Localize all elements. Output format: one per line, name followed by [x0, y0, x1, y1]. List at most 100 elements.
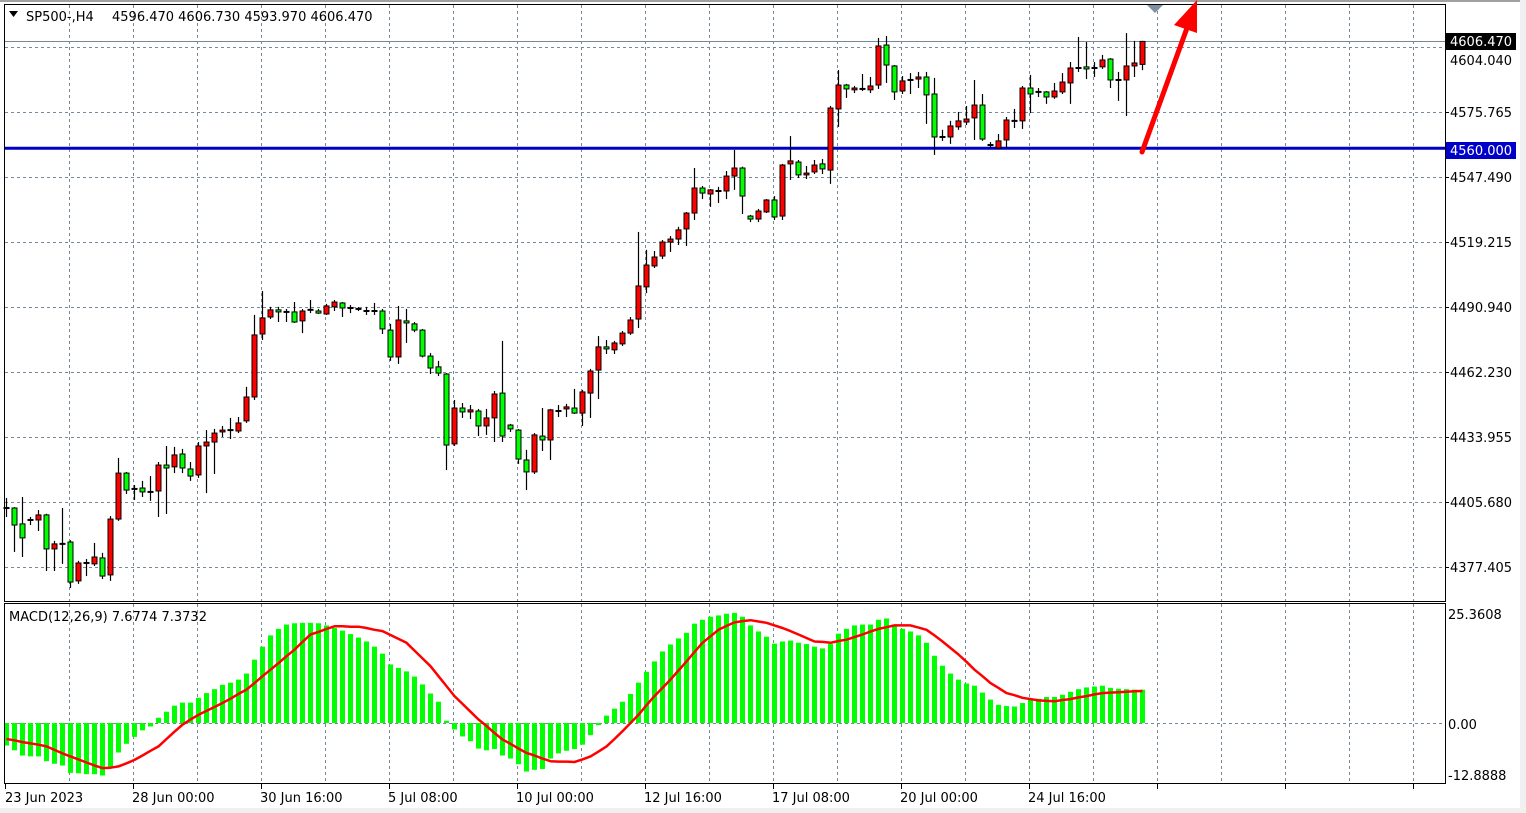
candle: [987, 142, 994, 149]
candle: [643, 249, 650, 294]
candle-body: [267, 309, 274, 318]
candle: [1019, 85, 1026, 129]
time-label: 10 Jul 00:00: [516, 791, 594, 806]
candle-body: [163, 464, 170, 469]
candle: [699, 185, 706, 200]
macd-histogram-bar: [876, 619, 881, 723]
macd-histogram-bar: [812, 646, 817, 723]
candle-body: [747, 215, 754, 220]
candle-body: [115, 472, 122, 520]
candle: [267, 306, 274, 320]
candle-body: [395, 319, 402, 358]
chart-shift-marker-icon[interactable]: [1147, 5, 1163, 13]
candle: [1035, 88, 1042, 97]
macd-histogram-bar: [316, 623, 321, 723]
candle: [1131, 40, 1138, 77]
time-label: 17 Jul 08:00: [772, 791, 850, 806]
candle: [323, 303, 330, 315]
macd-histogram-bar: [604, 715, 609, 723]
candle-body: [379, 310, 386, 330]
macd-histogram-bar: [788, 640, 793, 723]
candle-body: [51, 543, 58, 550]
candle: [811, 159, 818, 174]
price-label: 4547.490: [1450, 171, 1512, 186]
candle-body: [531, 434, 538, 473]
macd-histogram-bar: [116, 723, 121, 753]
candle: [283, 308, 290, 323]
macd-histogram-bar: [332, 628, 337, 723]
candle: [227, 417, 234, 440]
candle-body: [99, 557, 106, 577]
candle-body: [443, 373, 450, 446]
arrow-annotation[interactable]: [1139, 0, 1197, 155]
macd-histogram-bar: [492, 723, 497, 750]
macd-histogram-bar: [820, 648, 825, 723]
macd-histogram-bar: [1076, 689, 1081, 723]
candle: [35, 510, 42, 532]
macd-histogram-bar: [140, 723, 145, 731]
ohlc-readout: 4596.470 4606.730 4593.970 4606.470: [112, 10, 373, 25]
candle: [859, 73, 866, 91]
candle: [99, 552, 106, 580]
candle: [1123, 33, 1130, 117]
candle-body: [1067, 67, 1074, 84]
macd-histogram-bar: [852, 625, 857, 723]
macd-histogram-bar: [740, 616, 745, 723]
candle-body: [251, 334, 258, 398]
candle-body: [947, 125, 954, 138]
candle: [947, 120, 954, 144]
macd-histogram-bar: [92, 723, 97, 775]
candle: [603, 339, 610, 354]
candle: [683, 211, 690, 246]
macd-histogram-bar: [292, 623, 297, 723]
macd-histogram-bar: [1044, 696, 1049, 723]
candle: [1067, 62, 1074, 104]
macd-histogram-bar: [540, 723, 545, 769]
macd-histogram-bar: [388, 664, 393, 723]
candle-body: [155, 464, 162, 492]
candle-body: [1051, 90, 1058, 98]
candle-body: [523, 459, 530, 473]
candle-body: [819, 163, 826, 170]
candle-body: [1003, 119, 1010, 141]
candle: [83, 559, 90, 577]
macd-histogram-bar: [1124, 689, 1129, 723]
macd-histogram-bar: [60, 723, 65, 766]
macd-histogram-bar: [348, 634, 353, 723]
candle: [579, 389, 586, 426]
candle-body: [219, 429, 226, 433]
candle: [11, 507, 18, 552]
candle-body: [691, 187, 698, 214]
macd-header: MACD(12,26,9) 7.6774 7.3732: [9, 610, 207, 625]
candle: [1115, 71, 1122, 101]
candle-body: [915, 76, 922, 80]
macd-histogram-bar: [964, 683, 969, 723]
candle: [403, 308, 410, 343]
candle-body: [835, 84, 842, 110]
macd-histogram-bar: [132, 723, 137, 737]
candle-body: [659, 241, 666, 257]
macd-histogram-bar: [612, 708, 617, 723]
macd-histogram-bar: [284, 624, 289, 723]
candle-body: [851, 87, 858, 91]
candle: [779, 163, 786, 220]
macd-histogram-bar: [628, 693, 633, 723]
horizontal-lines: [5, 41, 1445, 150]
candle-body: [451, 407, 458, 445]
candle: [731, 149, 738, 190]
macd-indicator: [4, 612, 1145, 776]
candle-body: [123, 472, 130, 491]
collapse-triangle-icon[interactable]: [9, 11, 18, 17]
candle: [723, 171, 730, 200]
candle: [171, 446, 178, 474]
macd-histogram-bar: [652, 661, 657, 723]
macd-histogram-bar: [372, 646, 377, 723]
candle-body: [499, 392, 506, 437]
macd-histogram-bar: [340, 630, 345, 723]
candle-body: [875, 45, 882, 86]
candle: [123, 471, 130, 494]
macd-histogram-bar: [836, 633, 841, 723]
candle: [715, 186, 722, 203]
candle-body: [867, 85, 874, 91]
